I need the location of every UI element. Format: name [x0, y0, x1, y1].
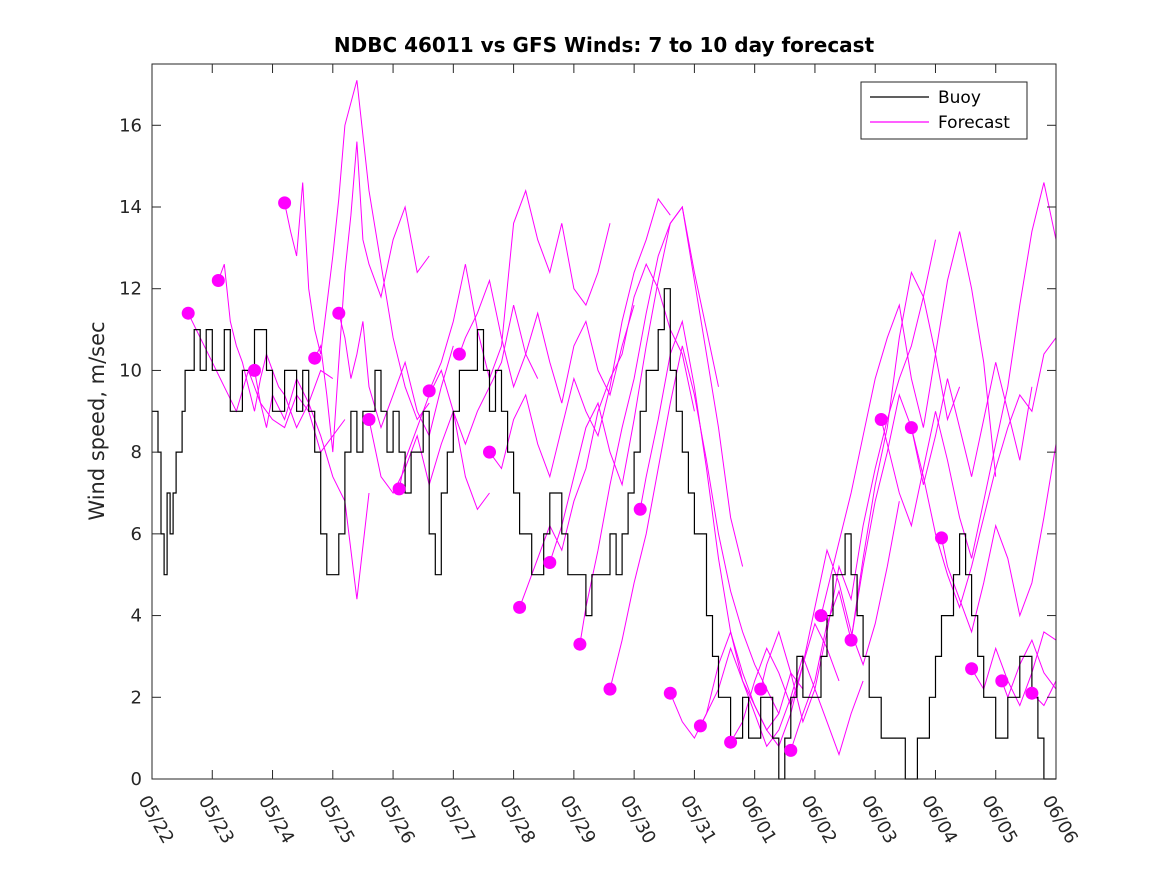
forecast-marker	[814, 609, 828, 623]
forecast-line	[699, 646, 864, 757]
y-tick-label: 10	[119, 360, 142, 381]
forecast-marker	[513, 600, 527, 614]
forecast-line	[217, 264, 334, 429]
y-tick-label: 2	[131, 687, 142, 708]
forecast-line	[941, 443, 1057, 634]
y-tick-label: 6	[131, 524, 142, 545]
forecast-marker	[573, 637, 587, 651]
forecast-lines	[187, 80, 1057, 757]
forecast-marker	[633, 502, 647, 516]
forecast-line	[284, 80, 430, 421]
y-tick-label: 8	[131, 442, 142, 463]
legend-buoy-label: Buoy	[938, 88, 981, 108]
forecast-marker	[362, 413, 376, 426]
forecast-line	[730, 501, 900, 743]
forecast-line	[428, 188, 611, 392]
legend-forecast-label: Forecast	[938, 113, 1010, 133]
y-axis: 0 2 4 6 8 10 12 14 16	[119, 115, 1056, 790]
forecast-line	[760, 239, 936, 724]
forecast-marker	[308, 351, 322, 365]
forecast-line	[609, 345, 780, 714]
plot-frame	[151, 63, 1057, 780]
forecast-marker	[422, 384, 436, 398]
y-tick-label: 16	[119, 115, 142, 136]
forecast-marker	[543, 556, 557, 569]
forecast-line	[639, 319, 804, 731]
forecast-marker	[181, 306, 195, 320]
forecast-marker	[754, 682, 768, 696]
forecast-line	[820, 231, 997, 616]
forecast-marker	[332, 306, 346, 320]
forecast-line	[790, 270, 961, 751]
forecast-line	[1001, 638, 1057, 699]
forecast-marker	[663, 686, 677, 700]
forecast-line	[398, 304, 539, 490]
forecast-marker	[874, 413, 888, 426]
forecast-marker	[483, 445, 496, 459]
chart-title: NDBC 46011 vs GFS Winds: 7 to 10 day for…	[334, 33, 875, 57]
forecast-line	[489, 197, 671, 479]
forecast-markers	[181, 196, 1039, 757]
forecast-marker	[935, 531, 948, 545]
legend: Buoy Forecast	[860, 81, 1028, 140]
y-tick-label: 12	[119, 279, 142, 300]
forecast-marker	[844, 633, 858, 647]
forecast-marker	[278, 196, 292, 210]
forecast-marker	[724, 735, 738, 749]
legend-box	[860, 81, 1028, 140]
forecast-marker	[904, 421, 918, 435]
forecast-line	[850, 362, 1033, 641]
forecast-marker	[965, 662, 979, 676]
y-tick-label: 4	[131, 606, 142, 627]
buoy-line-group	[152, 288, 1056, 780]
forecast-line	[458, 278, 635, 404]
forecast-marker	[452, 347, 466, 361]
forecast-marker	[784, 743, 798, 757]
y-tick-label: 14	[119, 197, 142, 218]
forecast-line	[549, 205, 719, 563]
forecast-line	[971, 631, 1057, 707]
forecast-line	[579, 205, 744, 645]
forecast-line	[910, 337, 1057, 609]
forecast-marker	[211, 274, 225, 287]
forecast-marker	[1025, 686, 1039, 700]
forecast-marker	[603, 682, 617, 696]
forecast-marker	[248, 363, 261, 377]
forecast-marker	[693, 719, 707, 733]
buoy-line	[152, 288, 1056, 780]
forecast-line	[314, 141, 430, 453]
y-axis-label: Wind speed, m/sec	[85, 321, 109, 520]
forecast-line	[187, 312, 346, 454]
forecast-marker	[392, 482, 406, 496]
y-tick-label: 0	[131, 769, 142, 790]
forecast-marker	[995, 674, 1009, 688]
